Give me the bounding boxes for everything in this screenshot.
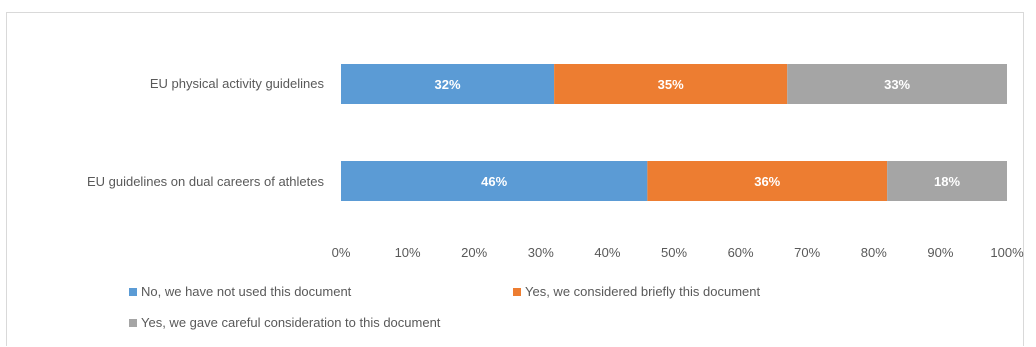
bar-segment-0-0 — [341, 64, 555, 104]
legend-item-considered-briefly: Yes, we considered briefly this document — [513, 284, 760, 299]
legend-swatch-blue — [129, 287, 137, 296]
data-label-0-0: 32% — [435, 77, 461, 92]
x-tick-label-2: 20% — [461, 245, 487, 260]
x-tick-label-8: 80% — [861, 245, 887, 260]
bar-segment-1-1 — [647, 161, 888, 201]
bars-layer: 32% 35% 33% 46% 36% 18% — [341, 64, 1007, 201]
legend-item-careful-consideration: Yes, we gave careful consideration to th… — [129, 315, 440, 330]
x-tick-label-6: 60% — [728, 245, 754, 260]
x-tick-label-5: 50% — [661, 245, 687, 260]
data-label-0-1: 35% — [658, 77, 684, 92]
data-label-1-2: 18% — [934, 174, 960, 189]
category-label-1: EU guidelines on dual careers of athlete… — [87, 174, 325, 189]
x-axis-tick-labels: 0% 10% 20% 30% 40% 50% 60% 70% 80% 90% 100% — [332, 245, 1024, 260]
legend-label: No, we have not used this document — [141, 284, 352, 299]
chart-frame — [6, 12, 1024, 346]
bar-segment-0-1 — [554, 64, 788, 104]
x-tick-label-4: 40% — [594, 245, 620, 260]
legend-swatch-gray — [129, 318, 137, 327]
data-label-0-2: 33% — [884, 77, 910, 92]
category-label-0: EU physical activity guidelines — [150, 76, 325, 91]
legend-item-no-used: No, we have not used this document — [129, 284, 351, 299]
x-tick-label-10: 100% — [990, 245, 1024, 260]
legend-swatch-orange — [513, 287, 521, 296]
bar-segment-1-0 — [341, 161, 648, 201]
bar-segment-0-2 — [787, 64, 1007, 104]
legend-label: Yes, we gave careful consideration to th… — [141, 315, 441, 330]
x-tick-label-0: 0% — [332, 245, 351, 260]
data-label-1-0: 46% — [481, 174, 507, 189]
data-label-1-1: 36% — [754, 174, 780, 189]
x-tick-label-3: 30% — [528, 245, 554, 260]
legend-label: Yes, we considered briefly this document — [525, 284, 761, 299]
category-labels: EU physical activity guidelines EU guide… — [87, 76, 325, 189]
x-tick-label-1: 10% — [395, 245, 421, 260]
bar-segment-1-2 — [887, 161, 1007, 201]
x-tick-label-7: 70% — [794, 245, 820, 260]
x-tick-label-9: 90% — [927, 245, 953, 260]
